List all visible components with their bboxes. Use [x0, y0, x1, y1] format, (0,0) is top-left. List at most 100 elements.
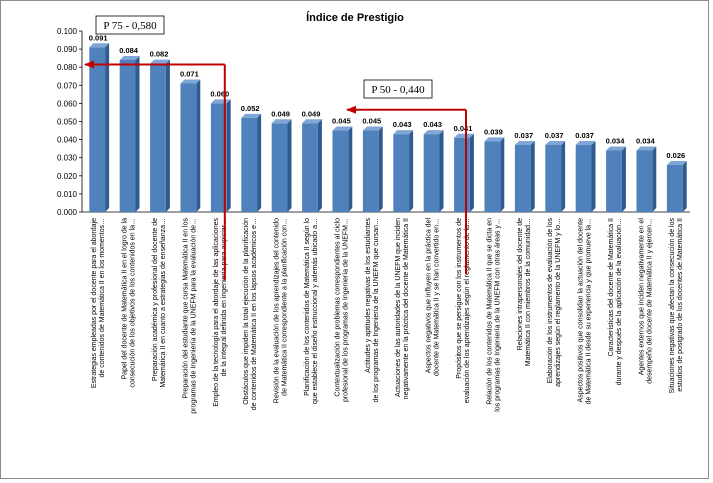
- bar-top: [454, 133, 474, 138]
- category-label-line: docente de Matemática II y se han conver…: [434, 218, 441, 376]
- bar-front: [575, 145, 592, 212]
- bar-front: [210, 103, 227, 212]
- bar-side: [591, 141, 596, 212]
- bar-top: [575, 141, 596, 146]
- data-label: 0.045: [332, 117, 351, 126]
- y-tick-label: 0.100: [57, 27, 78, 36]
- bar-top: [423, 130, 444, 135]
- bar-top: [119, 55, 140, 60]
- category-label: Empleo de la tecnología para el abordaje…: [213, 218, 228, 407]
- bar: [636, 146, 657, 212]
- bar: [423, 130, 444, 212]
- data-label: 0.026: [666, 151, 685, 160]
- bar-top: [271, 119, 292, 124]
- category-label-line: de los programas de Ingeniería de la UNE…: [373, 218, 380, 402]
- bar-front: [514, 145, 531, 212]
- data-label: 0.084: [119, 46, 139, 55]
- bar-front: [119, 59, 136, 213]
- y-tick-label: 0.080: [57, 63, 78, 72]
- data-label: 0.034: [606, 136, 626, 145]
- bar: [210, 99, 231, 212]
- category-label-line: Características del docente de Matemátic…: [608, 218, 615, 357]
- chart-title: Índice de Prestigio: [306, 11, 404, 24]
- category-label-text: Relación de los contenidos de Matemática…: [486, 218, 501, 412]
- category-label-line: de Matemática II correspondiente a la pl…: [282, 218, 289, 396]
- y-tick-label: 0.070: [57, 81, 78, 90]
- category-label-text: Actitudes y aptitudes negativas de los e…: [365, 218, 380, 403]
- y-tick-label: 0.010: [57, 190, 78, 199]
- bar-front: [302, 123, 318, 212]
- category-label: Agentes externos que inciden negativamen…: [638, 218, 653, 384]
- bar-top: [180, 79, 201, 84]
- category-label-line: Obstáculos que impiden la total ejecució…: [243, 218, 250, 405]
- bar-side: [196, 79, 201, 213]
- bar-front: [271, 123, 288, 212]
- data-label: 0.060: [210, 89, 229, 98]
- bar-front: [454, 137, 470, 212]
- data-label: 0.041: [454, 124, 473, 133]
- bar-side: [652, 146, 657, 212]
- category-label-line: estudios de postgrado de los docentes de…: [677, 218, 684, 392]
- category-label: Elaboración de los instrumentos de evalu…: [547, 218, 562, 387]
- category-label: Actitudes y aptitudes negativas de los e…: [365, 218, 380, 403]
- category-label-line: Propósitos que se persigue con los instr…: [456, 218, 463, 379]
- bar-front: [666, 164, 683, 212]
- category-label-line: evaluación de los aprendizajes según el …: [464, 218, 471, 403]
- category-label-line: Planificación de los contenidos de Matem…: [304, 218, 311, 396]
- category-label: Estrategias empleadas por el docente par…: [91, 218, 106, 388]
- data-labels: 0.091 0.084 0.082 0.071 0.060 0.052 0.049 0.049…: [89, 33, 685, 160]
- bar-side: [378, 126, 383, 212]
- category-label: Características del docente de Matemátic…: [608, 218, 623, 385]
- y-tick-label: 0.090: [57, 45, 78, 54]
- category-label-text: Contextualización de problemas correspon…: [334, 218, 349, 402]
- bar: [393, 130, 414, 212]
- bar: [332, 126, 353, 212]
- bar-side: [165, 59, 170, 212]
- bar-side: [561, 141, 566, 212]
- bar-top: [393, 130, 414, 135]
- data-label: 0.037: [575, 131, 594, 140]
- category-label: Papel del docente de Matemática II en el…: [122, 218, 137, 388]
- category-label-line: durante y después de la aplicación de la…: [616, 218, 623, 385]
- bar-side: [409, 130, 414, 212]
- category-label-line: desempeño del docente de Matemática II y…: [646, 218, 653, 384]
- bar-side: [439, 130, 444, 212]
- data-label: 0.082: [150, 50, 169, 59]
- category-label-text: Agentes externos que inciden negativamen…: [638, 218, 653, 384]
- category-label-line: que establece el diseño instruccional y …: [312, 218, 319, 404]
- category-label-text: Papel del docente de Matemática II en el…: [122, 218, 137, 388]
- bar-front: [636, 150, 653, 212]
- bar-top: [362, 126, 383, 131]
- category-label: Contextualización de problemas correspon…: [334, 218, 349, 402]
- percentile-annotations: P 75 - 0,580 P 50 - 0,440: [84, 15, 467, 280]
- category-label-line: Agentes externos que inciden negativamen…: [638, 218, 645, 376]
- bar-top: [241, 113, 262, 118]
- category-label-line: Relaciones intrapersonales del docente d…: [517, 218, 524, 350]
- category-label: Aspectos negativos que influyen en la pr…: [426, 218, 441, 376]
- category-label-text: Propósitos que se persigue con los instr…: [456, 218, 471, 403]
- bar: [575, 141, 596, 212]
- bar-front: [545, 145, 562, 212]
- category-label-line: Preparación del estudiante que cursa Mat…: [182, 218, 189, 399]
- bar: [119, 55, 140, 213]
- bar: [89, 43, 110, 212]
- category-label-line: Actuaciones de las autoridades de la UNE…: [395, 218, 402, 397]
- category-label-text: Preparación académica y profesional del …: [152, 218, 167, 388]
- bar: [241, 113, 262, 212]
- category-label-line: Matemática II en cuanto a estrategias de…: [160, 218, 167, 388]
- y-axis-ticks: 0.000 0.010 0.020 0.030 0.040 0.050 0.060 0.070…: [57, 27, 82, 217]
- bar-side: [621, 146, 626, 212]
- data-label: 0.039: [484, 127, 503, 136]
- category-label-line: de la integral definida en ingeniería pa…: [221, 218, 228, 376]
- y-tick-label: 0.000: [57, 208, 78, 217]
- category-label-line: Estrategias empleadas por el docente par…: [91, 218, 98, 388]
- bar-front: [89, 47, 106, 212]
- category-label: Preparación académica y profesional del …: [152, 218, 167, 388]
- bar-top: [514, 141, 535, 146]
- category-label: Situaciones negativas que afectan la con…: [669, 218, 684, 394]
- category-label-line: Aspectos negativos que influyen en la pr…: [426, 218, 433, 374]
- bar: [666, 160, 687, 212]
- bar-front: [241, 117, 258, 212]
